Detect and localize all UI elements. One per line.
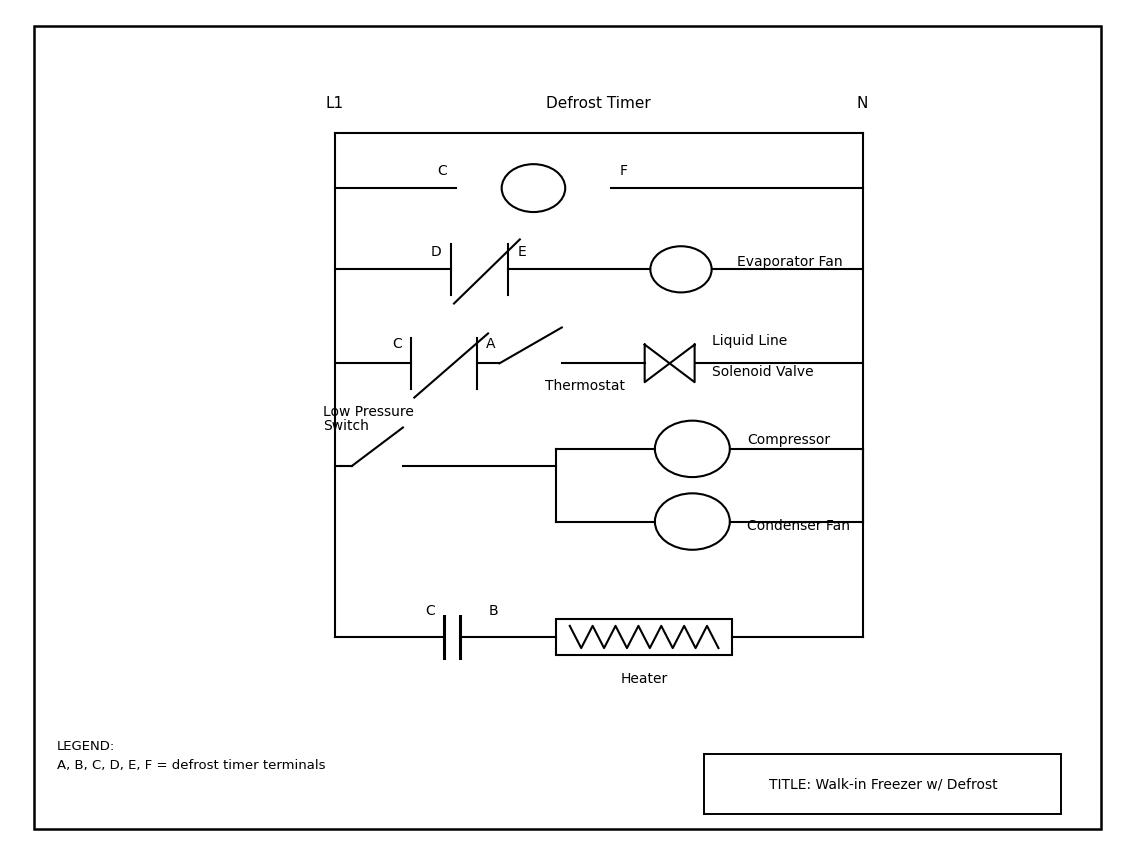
Text: C: C — [426, 604, 435, 618]
Text: C: C — [437, 164, 447, 178]
Text: B: B — [489, 604, 498, 618]
Text: Condenser Fan: Condenser Fan — [747, 519, 850, 533]
Bar — [556, 619, 732, 655]
Text: Defrost Timer: Defrost Timer — [546, 96, 651, 111]
Text: D: D — [431, 245, 442, 259]
Text: LEGEND:
A, B, C, D, E, F = defrost timer terminals: LEGEND: A, B, C, D, E, F = defrost timer… — [57, 740, 326, 771]
Text: Thermostat: Thermostat — [545, 379, 624, 392]
Text: Low Pressure: Low Pressure — [323, 405, 414, 419]
Text: Switch: Switch — [323, 420, 369, 433]
Text: TITLE: Walk-in Freezer w/ Defrost: TITLE: Walk-in Freezer w/ Defrost — [768, 777, 998, 791]
Text: Solenoid Valve: Solenoid Valve — [712, 365, 814, 379]
Bar — [704, 754, 1061, 814]
Text: L1: L1 — [326, 96, 344, 111]
Text: N: N — [857, 96, 868, 111]
Text: Heater: Heater — [621, 672, 667, 686]
Text: Compressor: Compressor — [747, 433, 830, 447]
Text: Evaporator Fan: Evaporator Fan — [737, 256, 842, 269]
Text: A: A — [486, 338, 495, 351]
Text: C: C — [392, 338, 402, 351]
Text: F: F — [620, 164, 628, 178]
Text: E: E — [518, 245, 527, 259]
Text: Liquid Line: Liquid Line — [712, 334, 787, 348]
